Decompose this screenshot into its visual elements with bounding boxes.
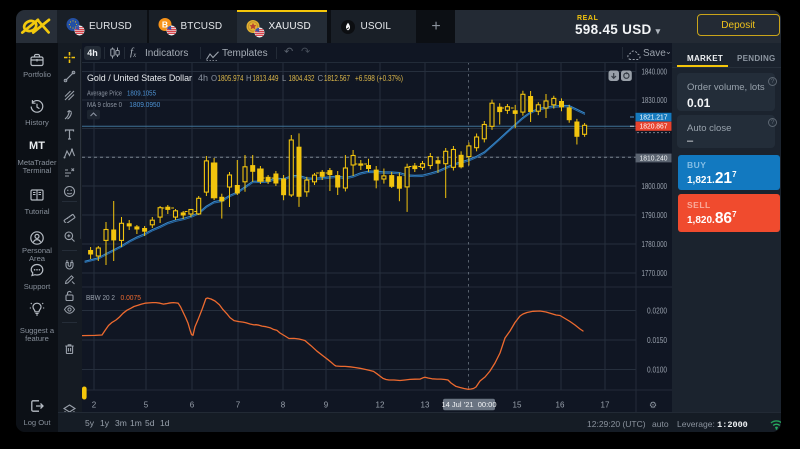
- svg-text:1805.974: 1805.974: [218, 74, 245, 83]
- svg-text:9: 9: [324, 401, 329, 410]
- svg-text:13: 13: [421, 401, 430, 410]
- svg-text:2: 2: [92, 401, 97, 410]
- svg-text:16: 16: [556, 401, 565, 410]
- svg-text:0.0200: 0.0200: [647, 306, 667, 315]
- svg-text:L: L: [282, 74, 287, 83]
- svg-text:12: 12: [376, 401, 385, 410]
- svg-text:1840.000: 1840.000: [642, 67, 668, 76]
- svg-text:+6.598 (+0.37%): +6.598 (+0.37%): [355, 74, 403, 83]
- svg-text:1812.567: 1812.567: [324, 74, 350, 83]
- svg-text:C: C: [318, 74, 324, 83]
- svg-text:1770.000: 1770.000: [642, 269, 668, 278]
- svg-text:1804.432: 1804.432: [289, 74, 315, 83]
- svg-text:17: 17: [601, 401, 610, 410]
- svg-text:1810.240: 1810.240: [640, 154, 668, 163]
- svg-text:1790.000: 1790.000: [642, 211, 668, 220]
- svg-text:1800.000: 1800.000: [642, 182, 668, 191]
- svg-text:1820.867: 1820.867: [640, 122, 668, 131]
- svg-text:7: 7: [236, 401, 241, 410]
- svg-text:⚙: ⚙: [649, 400, 657, 410]
- svg-text:1809.1055: 1809.1055: [127, 88, 156, 97]
- svg-text:H: H: [246, 74, 252, 83]
- svg-text:B: B: [161, 20, 167, 30]
- svg-text:1830.000: 1830.000: [642, 96, 668, 105]
- svg-text:1809.0950: 1809.0950: [129, 100, 160, 109]
- svg-text:Gold / United States Dollar: Gold / United States Dollar: [87, 72, 192, 83]
- svg-text:MA 9 close 0: MA 9 close 0: [87, 100, 122, 109]
- svg-text:14 Jul ’21 00:00: 14 Jul ’21 00:00: [441, 400, 496, 409]
- svg-text:1813.449: 1813.449: [253, 74, 279, 83]
- svg-text:5: 5: [144, 401, 149, 410]
- svg-text:0.0100: 0.0100: [647, 365, 667, 374]
- svg-text:15: 15: [513, 401, 522, 410]
- svg-text:6: 6: [190, 401, 195, 410]
- svg-text:4h: 4h: [198, 73, 208, 83]
- svg-text:8: 8: [281, 401, 286, 410]
- svg-text:Average Price: Average Price: [87, 88, 122, 97]
- svg-text:1821.217: 1821.217: [640, 113, 668, 122]
- svg-text:1780.000: 1780.000: [642, 240, 668, 249]
- svg-text:0.0075: 0.0075: [121, 293, 142, 302]
- svg-text:O: O: [211, 74, 217, 83]
- svg-text:BBW 20 2: BBW 20 2: [86, 293, 115, 302]
- svg-text:0.0150: 0.0150: [647, 336, 667, 345]
